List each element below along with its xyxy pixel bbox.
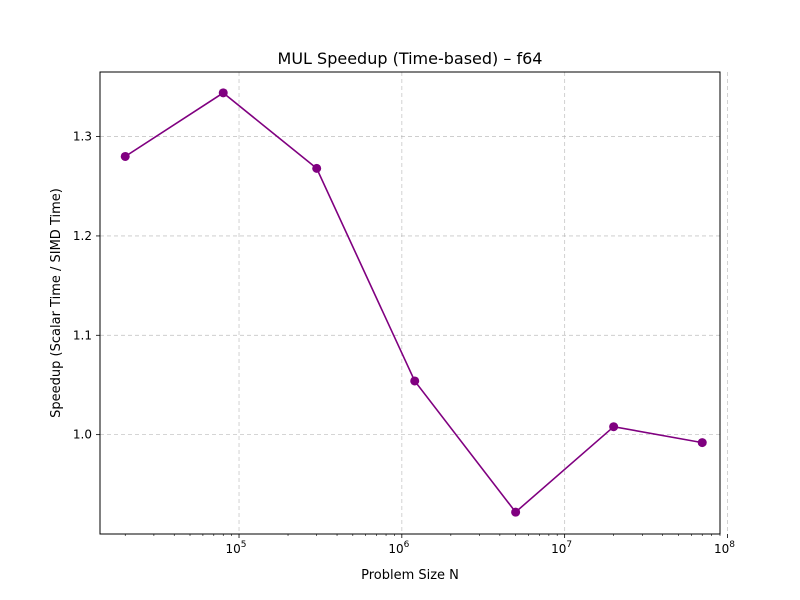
data-point <box>511 507 521 517</box>
y-tick-label: 1.0 <box>73 428 92 442</box>
data-point <box>312 163 322 173</box>
x-tick-label: 106 <box>388 540 409 556</box>
x-tick-label: 108 <box>714 540 735 556</box>
x-tick-label: 107 <box>551 540 572 556</box>
grid-lines <box>100 72 728 534</box>
data-point <box>120 151 130 161</box>
x-axis-label: Problem Size N <box>361 568 459 583</box>
plot-area-frame <box>99 71 721 535</box>
data-point <box>410 376 420 386</box>
data-series <box>120 88 707 517</box>
y-tick-label: 1.1 <box>73 328 92 342</box>
y-axis-label: Speedup (Scalar Time / SIMD Time) <box>49 188 64 418</box>
y-tick-label: 1.3 <box>73 130 92 144</box>
data-point <box>609 422 619 432</box>
data-point <box>697 438 707 448</box>
axis-ticks: 105 106 107 108 1.0 1.1 1.2 1.3 <box>73 130 735 556</box>
chart-title: MUL Speedup (Time-based) – f64 <box>278 49 543 68</box>
x-tick-label: 105 <box>226 540 247 556</box>
y-tick-label: 1.2 <box>73 229 92 243</box>
data-point <box>218 88 228 98</box>
